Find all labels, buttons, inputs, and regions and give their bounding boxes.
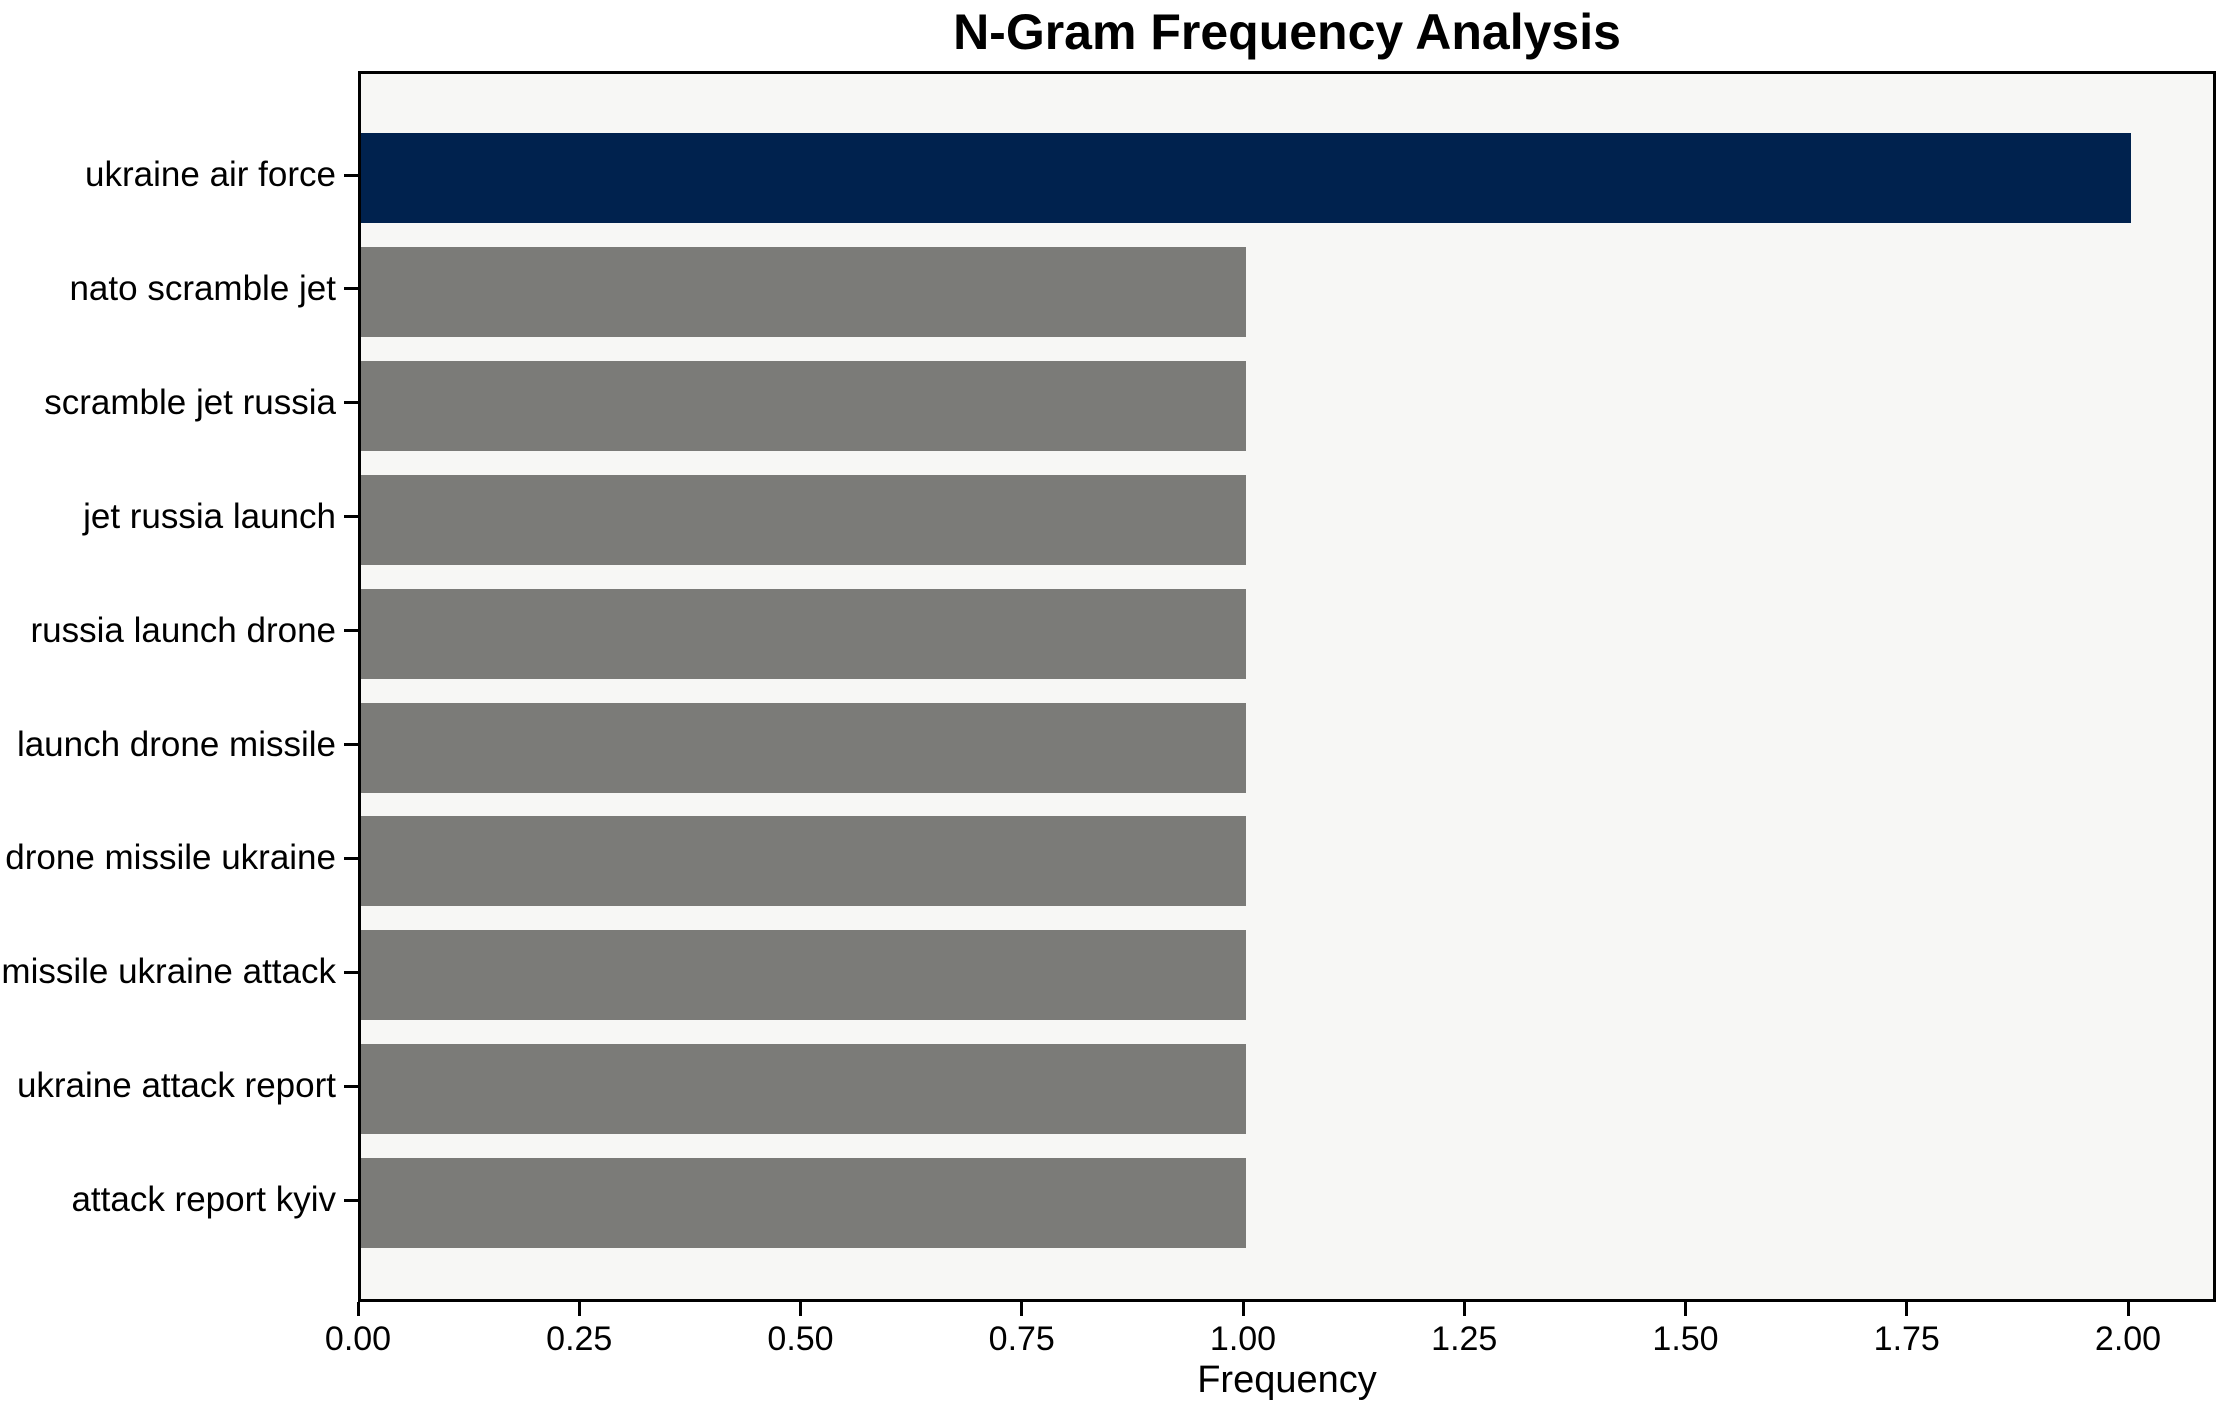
y-tick-label: missile ukraine attack (1, 952, 336, 992)
x-tick-label: 0.25 (546, 1320, 613, 1358)
y-tick-label: russia launch drone (30, 610, 336, 650)
y-tick-label: launch drone missile (16, 724, 336, 764)
x-tick-mark (799, 1302, 802, 1316)
bar (361, 702, 1246, 793)
x-tick-label: 0.00 (324, 1320, 392, 1358)
y-tick-mark (344, 287, 358, 291)
x-tick-mark (356, 1302, 360, 1316)
y-tick-mark (344, 1198, 358, 1202)
x-tick-label: 0.50 (767, 1320, 834, 1358)
x-tick-label: 1.75 (1873, 1320, 1940, 1358)
x-tick-label: 2.00 (2094, 1320, 2162, 1358)
y-tick-label: ukraine air force (85, 155, 336, 194)
y-tick-label: jet russia launch (83, 496, 336, 536)
y-tick-mark (344, 1084, 358, 1088)
y-tick-mark (344, 743, 358, 746)
bar (361, 133, 2131, 223)
bar (361, 474, 1246, 565)
bar (361, 246, 1246, 337)
bar (361, 588, 1246, 679)
y-tick-label: scramble jet russia (44, 382, 336, 422)
bar (361, 816, 1246, 907)
x-tick-mark (2126, 1302, 2130, 1316)
y-tick-mark (344, 970, 358, 974)
x-tick-label: 0.75 (988, 1320, 1055, 1358)
bar (361, 930, 1246, 1021)
y-tick-mark (344, 515, 358, 519)
bar (361, 1158, 1246, 1249)
bar (361, 1044, 1246, 1135)
x-tick-label: 1.25 (1431, 1320, 1498, 1358)
x-tick-mark (1462, 1302, 1466, 1316)
y-tick-mark (344, 629, 358, 633)
x-tick-mark (1684, 1302, 1687, 1316)
x-axis-label: Frequency (1197, 1359, 1377, 1401)
x-tick-mark (577, 1302, 581, 1316)
y-tick-label: ukraine attack report (16, 1066, 336, 1106)
y-tick-mark (344, 173, 358, 177)
plot-area (358, 71, 2216, 1302)
y-tick-label: drone missile ukraine (5, 838, 336, 878)
y-tick-label: attack report kyiv (71, 1180, 336, 1220)
x-tick-mark (1905, 1302, 1909, 1316)
chart-title: N-Gram Frequency Analysis (953, 4, 1621, 60)
bar (361, 360, 1246, 451)
x-tick-label: 1.00 (1209, 1320, 1277, 1358)
x-tick-mark (1241, 1302, 1245, 1316)
y-tick-mark (344, 401, 358, 405)
y-tick-label: nato scramble jet (69, 268, 336, 308)
y-tick-mark (344, 856, 358, 860)
x-tick-label: 1.50 (1652, 1320, 1719, 1358)
x-tick-mark (1020, 1302, 1024, 1316)
